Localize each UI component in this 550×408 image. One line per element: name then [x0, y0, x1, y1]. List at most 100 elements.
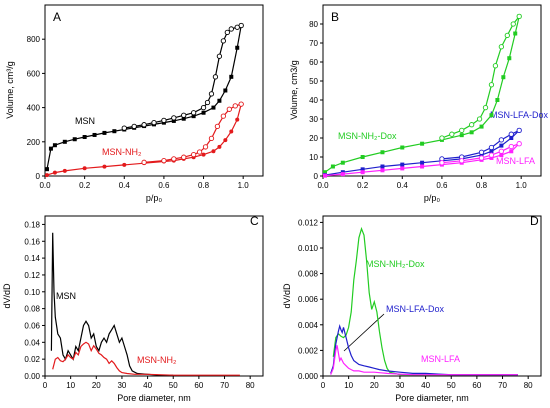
series-line — [332, 226, 518, 376]
data-point — [82, 166, 87, 171]
data-point — [459, 127, 465, 134]
x-tick-label: 0.0 — [39, 181, 51, 190]
data-point — [504, 32, 510, 39]
data-point — [498, 44, 505, 50]
data-point — [223, 138, 228, 143]
y-tick-label: 0.010 — [298, 244, 319, 253]
data-point — [216, 53, 223, 59]
data-point — [439, 160, 445, 166]
data-point — [208, 135, 215, 142]
annotation-msn-nh2-dox: MSN-NH₂-Dox — [366, 259, 425, 269]
data-point — [141, 122, 147, 128]
y-tick-label: 30 — [309, 115, 318, 124]
data-point — [489, 155, 494, 160]
x-tick-label: 80 — [246, 381, 255, 390]
data-point — [181, 154, 187, 160]
data-point — [322, 173, 327, 178]
y-tick-label: 0.06 — [24, 321, 40, 330]
data-point — [122, 162, 127, 167]
data-point — [228, 26, 234, 32]
data-point — [220, 38, 227, 44]
data-point — [217, 98, 222, 103]
data-point — [499, 153, 504, 158]
y-tick-label: 0.002 — [298, 346, 319, 355]
data-point — [161, 157, 167, 164]
x-tick-label: 0.4 — [119, 181, 131, 190]
x-tick-label: 60 — [194, 381, 203, 390]
data-point — [212, 74, 219, 80]
data-point — [200, 104, 207, 111]
data-point — [224, 29, 230, 36]
y-tick-label: 0.08 — [24, 305, 40, 314]
y-tick-label: 0.00 — [24, 372, 40, 381]
x-tick-label: 50 — [169, 381, 178, 390]
x-tick-label: 30 — [117, 381, 126, 390]
data-point — [141, 159, 147, 165]
data-point — [171, 115, 177, 121]
data-point — [52, 170, 57, 175]
series-line — [330, 345, 518, 376]
x-axis-title: p/p₀ — [146, 193, 163, 203]
x-tick-label: 20 — [92, 381, 101, 390]
data-point — [516, 141, 522, 147]
y-tick-label: 0.000 — [298, 372, 319, 381]
data-point — [171, 156, 177, 162]
data-point — [340, 172, 345, 177]
x-tick-label: 20 — [370, 381, 379, 390]
x-tick-label: 50 — [447, 381, 456, 390]
x-tick-label: 40 — [421, 381, 430, 390]
plot-frame — [322, 215, 542, 377]
annotation-msn-nh2: MSN-NH₂ — [102, 147, 142, 157]
data-point — [196, 149, 203, 155]
data-point — [202, 144, 209, 150]
y-tick-label: 0 — [314, 172, 319, 181]
y-tick-label: 400 — [27, 104, 41, 113]
y-tick-label: 0.04 — [24, 338, 40, 347]
annotation-msn-lfa: MSN-LFA — [496, 156, 535, 166]
y-tick-label: 50 — [309, 77, 318, 86]
data-point — [459, 158, 465, 164]
data-point — [229, 74, 234, 79]
data-point — [62, 168, 67, 173]
y-tick-label: 0.16 — [24, 237, 40, 246]
y-axis-title: Volume, cm³/g — [5, 61, 15, 119]
y-tick-label: 0.006 — [298, 295, 319, 304]
panel-label: D — [530, 214, 539, 228]
data-point — [232, 103, 238, 109]
data-point — [516, 127, 522, 134]
data-point — [509, 149, 514, 154]
series-line — [330, 324, 518, 376]
data-point — [507, 56, 512, 61]
data-point — [322, 170, 327, 175]
data-point — [508, 131, 514, 137]
data-point — [181, 116, 186, 121]
data-point — [380, 168, 385, 173]
data-point — [469, 130, 474, 135]
data-point — [492, 63, 499, 69]
data-point — [513, 31, 518, 36]
data-point — [161, 117, 167, 124]
y-tick-label: 20 — [309, 134, 318, 143]
data-point — [479, 153, 484, 158]
data-point — [92, 132, 97, 137]
series-line — [50, 232, 174, 376]
data-point — [208, 91, 215, 97]
data-point — [459, 133, 464, 138]
y-tick-label: 0.02 — [24, 355, 40, 364]
data-point — [217, 144, 222, 149]
annotation-msn-nh2: MSN-NH₂ — [137, 355, 177, 365]
data-point — [72, 137, 77, 142]
panel-label: C — [250, 214, 259, 228]
data-point — [380, 150, 385, 155]
data-point — [234, 24, 240, 30]
panel-b: B p/p₀ Volume, cm3/g MSN-NH₂-Dox MSN-LFA… — [289, 4, 549, 203]
data-point — [102, 164, 107, 169]
data-point — [201, 110, 206, 115]
data-point — [330, 164, 335, 169]
data-point — [226, 106, 232, 112]
y-tick-label: 0.14 — [24, 254, 40, 263]
y-tick-label: 0.008 — [298, 270, 319, 279]
data-point — [181, 112, 187, 118]
data-point — [190, 151, 197, 158]
